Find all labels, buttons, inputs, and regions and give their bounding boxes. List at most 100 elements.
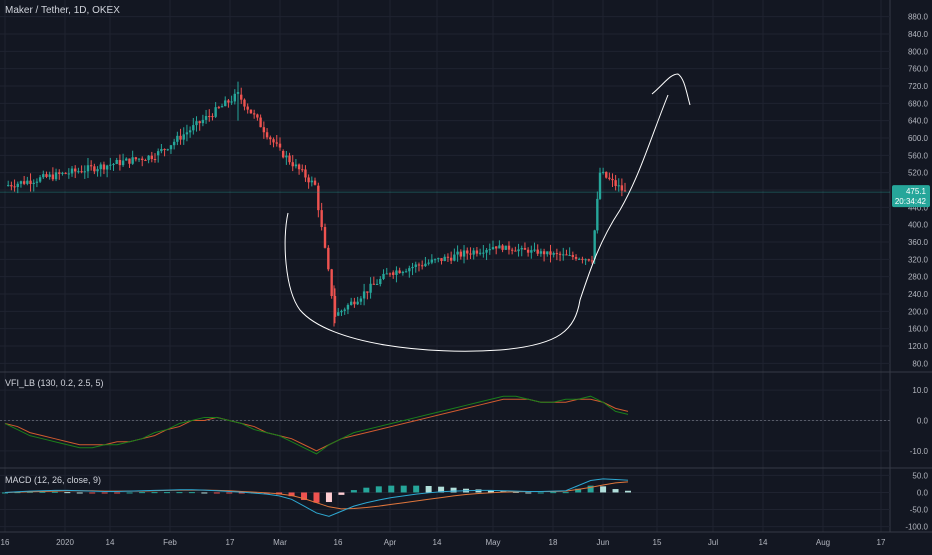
candle-body <box>488 249 491 251</box>
macd-histogram-bar <box>450 487 457 493</box>
candle-body <box>433 259 437 261</box>
candle-body <box>536 249 539 254</box>
macd-label: MACD (12, 26, close, 9) <box>5 475 102 485</box>
candle-body <box>80 171 83 173</box>
macd-histogram-bar <box>475 489 482 493</box>
price-tick-label: 400.0 <box>908 221 929 230</box>
candle-body <box>343 309 346 311</box>
candle-body <box>48 174 51 177</box>
candle-body <box>501 245 504 250</box>
macd-histogram-bar <box>525 492 532 494</box>
candle-body <box>475 250 479 254</box>
candle-body <box>552 253 555 255</box>
macd-histogram-bar <box>301 492 308 500</box>
time-tick-label: 17 <box>877 538 886 547</box>
candle-body <box>125 158 128 161</box>
macd-histogram-bar <box>400 485 407 493</box>
candle-body <box>109 164 112 166</box>
macd-histogram-bar <box>151 492 158 494</box>
candle-body <box>208 116 211 118</box>
candle-body <box>507 245 511 250</box>
time-tick-label: Jun <box>597 538 610 547</box>
time-tick-label: 16 <box>1 538 10 547</box>
macd-histogram-bar <box>550 492 557 494</box>
candle-body <box>147 155 150 161</box>
candle-body <box>246 106 249 110</box>
price-tick-label: 760.0 <box>908 65 929 74</box>
candle-body <box>169 145 173 150</box>
candle-body <box>269 137 272 140</box>
candle-body <box>539 251 543 254</box>
time-tick-label: 16 <box>334 538 343 547</box>
time-tick-label: 17 <box>226 538 235 547</box>
time-tick-label: 18 <box>549 538 558 547</box>
candle-body <box>596 198 599 231</box>
candle-body <box>546 251 549 255</box>
candle-body <box>19 181 23 184</box>
candle-body <box>382 273 385 279</box>
candle-body <box>420 265 424 267</box>
macd-histogram-bar <box>425 485 432 493</box>
candle-body <box>285 155 288 158</box>
candle-body <box>64 172 67 174</box>
candle-body <box>131 157 134 164</box>
macd-histogram-bar <box>201 492 208 494</box>
candle-body <box>437 258 440 260</box>
candle-body <box>77 171 80 173</box>
vfi-tick-label: 10.0 <box>912 386 928 395</box>
candle-body <box>128 158 131 164</box>
candle-body <box>220 106 224 108</box>
candle-body <box>96 169 99 172</box>
candle-body <box>89 165 93 167</box>
candle-body <box>356 301 359 305</box>
candle-body <box>349 301 353 305</box>
candle-body <box>54 172 58 180</box>
cup-drawing <box>284 94 669 352</box>
candle-body <box>565 254 568 256</box>
candle-body <box>176 135 179 142</box>
candle-body <box>310 180 314 183</box>
macd-histogram-bar <box>575 488 582 493</box>
candle-body <box>29 180 32 185</box>
candle-body <box>598 172 602 199</box>
macd-histogram-bar <box>114 492 121 494</box>
countdown-value: 20:34:42 <box>895 197 927 206</box>
candle-body <box>587 259 591 261</box>
macd-histogram-bar <box>76 492 83 494</box>
macd-histogram-bar <box>64 492 71 494</box>
candle-body <box>443 256 446 262</box>
candle-body <box>417 264 421 266</box>
macd-histogram-bar <box>226 492 233 494</box>
candle-body <box>498 245 501 249</box>
candle-body <box>404 271 408 273</box>
candle-body <box>469 253 472 255</box>
candle-body <box>134 157 138 160</box>
candle-body <box>51 174 55 180</box>
macd-histogram-bar <box>587 485 594 493</box>
candle-body <box>275 142 278 144</box>
candle-body <box>179 135 182 140</box>
candle-body <box>620 185 624 191</box>
candle-body <box>558 253 562 255</box>
candle-body <box>156 151 160 156</box>
candle-body <box>86 165 90 172</box>
candle-body <box>297 164 301 170</box>
candle-body <box>388 273 392 275</box>
candle-body <box>182 134 185 140</box>
candle-body <box>61 172 64 174</box>
price-tick-label: 360.0 <box>908 238 929 247</box>
candle-body <box>291 162 294 167</box>
candle-body <box>93 166 96 172</box>
candle-body <box>530 250 533 253</box>
candle-body <box>317 185 320 211</box>
last-price-value: 475.1 <box>906 187 927 196</box>
price-tick-label: 880.0 <box>908 13 929 22</box>
macd-histogram-bar <box>350 490 357 493</box>
candle-body <box>533 249 536 251</box>
candle-body <box>472 250 475 255</box>
candle-body <box>211 116 214 118</box>
candle-body <box>233 93 237 102</box>
price-tick-label: 320.0 <box>908 255 929 264</box>
